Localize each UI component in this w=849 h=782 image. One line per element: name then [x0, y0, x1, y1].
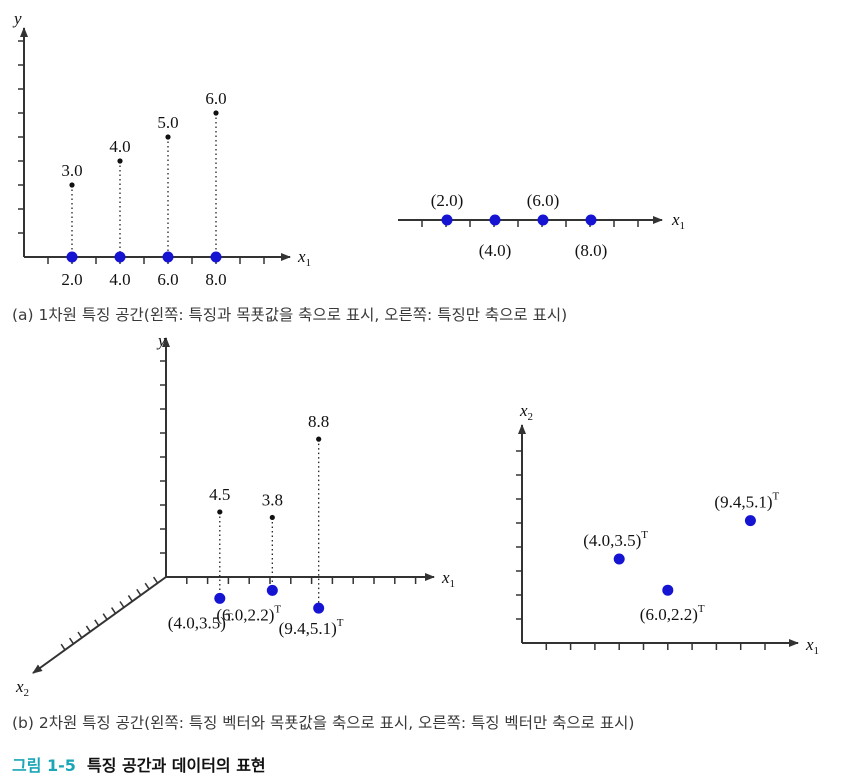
feature-vector-label: (4.0,3.5)T: [583, 529, 648, 550]
panel-a-left-plot: y x1 3.0 2.0 4.0 4.0 5.0 6.0 6.0 8.0: [12, 9, 311, 289]
x2-tick: [77, 631, 83, 639]
axis-ticks: [516, 450, 766, 650]
x-tick-label: 8.0: [205, 270, 226, 289]
feature-point: [585, 214, 597, 226]
x-axis-ticks: [47, 257, 265, 264]
figure-number: 그림 1-5: [12, 756, 76, 775]
feature-point-label: (8.0): [575, 241, 608, 260]
x2-tick: [102, 613, 108, 621]
caption-a: (a) 1차원 특징 공간(왼쪽: 특징과 목푯값을 축으로 표시, 오른쪽: …: [12, 306, 567, 324]
target-value-label: 6.0: [205, 89, 226, 108]
panel-a-right-plot: x1 (2.0) (4.0) (6.0) (8.0): [398, 191, 685, 260]
target-value-label: 3.8: [262, 490, 283, 509]
caption-b: (b) 2차원 특징 공간(왼쪽: 특징 벡터와 목푯값을 축으로 표시, 오른…: [12, 714, 634, 732]
target-value-point: [69, 182, 75, 188]
feature-vector-point: [266, 584, 278, 596]
transpose-superscript: T: [337, 617, 344, 629]
target-value-point: [217, 509, 223, 515]
panel-b-right-plot: x2 x1 (4.0,3.5)T(6.0,2.2)T(9.4,5.1)T: [516, 401, 819, 657]
y-axis-label: y: [12, 9, 22, 28]
axis-ticks: [60, 360, 417, 651]
feature-point: [66, 251, 78, 263]
feature-vector-label: (9.4,5.1)T: [279, 617, 344, 638]
feature-vector-point: [313, 602, 325, 614]
transpose-superscript: T: [772, 491, 779, 503]
transpose-superscript: T: [226, 611, 233, 623]
x2-tick: [144, 582, 150, 590]
x2-tick: [136, 588, 142, 596]
feature-point-label: (4.0): [479, 241, 512, 260]
feature-point: [114, 251, 126, 263]
feature-vector-point: [613, 553, 625, 565]
target-value-label: 4.5: [209, 485, 230, 504]
data-points: 4.5(4.0,3.5)T3.8(6.0,2.2)T8.8(9.4,5.1)T: [168, 412, 344, 638]
x1-axis-label: x1: [441, 568, 455, 590]
feature-point: [162, 251, 174, 263]
target-value-point: [269, 514, 275, 521]
x2-tick: [60, 643, 66, 651]
x2-tick: [68, 637, 75, 645]
data-points: 3.0 2.0 4.0 4.0 5.0 6.0 6.0 8.0: [61, 89, 226, 289]
target-value-label: 8.8: [308, 412, 329, 431]
target-value-label: 4.0: [109, 137, 130, 156]
x1-axis-label: x1: [805, 635, 819, 657]
figure-title: 특징 공간과 데이터의 표현: [87, 756, 266, 775]
feature-point-label: (6.0): [527, 191, 560, 210]
x1-axis-label: x1: [671, 210, 685, 232]
panel-b-left-plot: y x1 x2 4.5(4.0,3.5)T3.8(6.0,2.2)T8.8(9.…: [15, 331, 455, 699]
feature-vector-label: (9.4,5.1)T: [714, 491, 779, 512]
vector-label-text: (4.0,3.5): [583, 531, 641, 550]
feature-point: [441, 214, 453, 226]
target-value-point: [165, 134, 171, 140]
feature-point: [489, 214, 501, 226]
x2-axis-label: x2: [519, 401, 533, 423]
feature-point: [537, 214, 549, 226]
feature-vector-label: (4.0,3.5)T: [168, 611, 233, 632]
x2-tick: [119, 601, 125, 608]
target-value-point: [117, 158, 123, 164]
x-tick-label: 6.0: [157, 270, 178, 289]
x-tick-label: 2.0: [61, 270, 82, 289]
x2-axis: [32, 576, 167, 674]
target-value-point: [316, 436, 322, 442]
target-value-label: 5.0: [157, 113, 178, 132]
x-axis-ticks: [421, 220, 639, 227]
y-axis-label: y: [156, 331, 166, 350]
data-points: (2.0) (4.0) (6.0) (8.0): [431, 191, 608, 260]
x1-axis-label: x1: [297, 247, 311, 269]
vector-label-text: (4.0,3.5): [168, 613, 226, 632]
x-tick-label: 4.0: [109, 270, 130, 289]
data-points: (4.0,3.5)T(6.0,2.2)T(9.4,5.1)T: [583, 491, 779, 625]
x2-axis-label: x2: [15, 677, 29, 699]
transpose-superscript: T: [274, 603, 281, 615]
vector-label-text: (9.4,5.1): [279, 619, 337, 638]
feature-point-label: (2.0): [431, 191, 464, 210]
feature-point: [210, 251, 222, 263]
x2-tick: [152, 576, 159, 584]
feature-vector-label: (6.0,2.2)T: [216, 603, 281, 624]
feature-vector-point: [214, 592, 226, 604]
y-axis-ticks: [18, 40, 24, 234]
vector-label-text: (6.0,2.2): [216, 605, 274, 624]
feature-vector-label: (6.0,2.2)T: [640, 603, 705, 624]
x2-tick: [85, 625, 92, 633]
feature-vector-point: [662, 584, 674, 596]
vector-label-text: (6.0,2.2): [640, 605, 698, 624]
vector-label-text: (9.4,5.1): [714, 493, 772, 512]
figure-caption: 그림 1-5 특징 공간과 데이터의 표현: [12, 756, 266, 775]
transpose-superscript: T: [641, 529, 648, 541]
x2-tick: [94, 619, 100, 627]
target-value-label: 3.0: [61, 161, 82, 180]
x2-tick: [127, 594, 134, 602]
target-value-point: [213, 110, 219, 116]
transpose-superscript: T: [698, 603, 705, 615]
feature-vector-point: [744, 515, 756, 527]
x2-tick: [110, 607, 117, 615]
